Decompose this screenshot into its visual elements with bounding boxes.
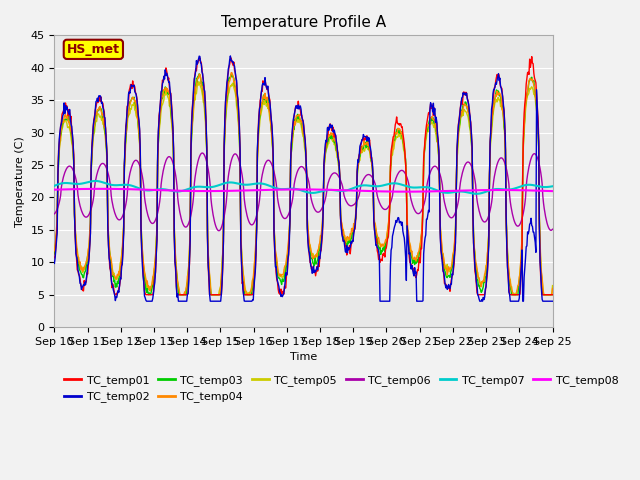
TC_temp01 xyxy=(548,292,556,298)
TC_temp08 xyxy=(364,188,372,194)
TC_temp07 xyxy=(472,191,480,197)
TC_temp08 xyxy=(548,188,556,194)
TC_temp07 xyxy=(51,183,58,189)
TC_temp01 xyxy=(60,108,67,114)
TC_temp06 xyxy=(60,174,67,180)
X-axis label: Time: Time xyxy=(290,352,317,362)
TC_temp08 xyxy=(379,189,387,194)
TC_temp04 xyxy=(365,141,372,147)
Line: TC_temp02: TC_temp02 xyxy=(54,56,552,301)
TC_temp02 xyxy=(365,135,372,141)
TC_temp02 xyxy=(111,292,118,298)
TC_temp01 xyxy=(188,105,196,110)
TC_temp07 xyxy=(92,178,99,184)
TC_temp06 xyxy=(161,160,169,166)
TC_temp02 xyxy=(188,108,196,114)
Text: HS_met: HS_met xyxy=(67,43,120,56)
TC_temp03 xyxy=(162,85,170,91)
Line: TC_temp03: TC_temp03 xyxy=(54,74,552,295)
TC_temp03 xyxy=(365,145,372,151)
TC_temp06 xyxy=(548,227,556,232)
TC_temp03 xyxy=(548,292,556,298)
TC_temp03 xyxy=(60,118,67,123)
Line: TC_temp05: TC_temp05 xyxy=(54,82,552,295)
TC_temp04 xyxy=(228,70,236,75)
TC_temp01 xyxy=(111,292,119,298)
Legend: TC_temp01, TC_temp02, TC_temp03, TC_temp04, TC_temp05, TC_temp06, TC_temp07, TC_: TC_temp01, TC_temp02, TC_temp03, TC_temp… xyxy=(60,371,623,407)
TC_temp07 xyxy=(188,185,196,191)
Title: Temperature Profile A: Temperature Profile A xyxy=(221,15,386,30)
TC_temp03 xyxy=(145,292,152,298)
TC_temp07 xyxy=(111,182,119,188)
TC_temp04 xyxy=(177,292,184,298)
TC_temp06 xyxy=(365,172,372,178)
TC_temp05 xyxy=(188,125,196,131)
TC_temp01 xyxy=(111,292,118,298)
TC_temp01 xyxy=(364,137,372,143)
TC_temp02 xyxy=(162,72,170,78)
TC_temp01 xyxy=(379,251,387,257)
TC_temp05 xyxy=(111,275,118,280)
TC_temp04 xyxy=(60,120,67,125)
TC_temp02 xyxy=(227,53,234,59)
Line: TC_temp07: TC_temp07 xyxy=(54,181,552,194)
TC_temp01 xyxy=(51,255,58,261)
Line: TC_temp04: TC_temp04 xyxy=(54,72,552,295)
TC_temp07 xyxy=(364,183,372,189)
TC_temp08 xyxy=(60,187,67,192)
TC_temp06 xyxy=(51,211,58,216)
TC_temp05 xyxy=(548,283,556,288)
TC_temp06 xyxy=(111,210,118,216)
TC_temp04 xyxy=(51,248,58,253)
TC_temp01 xyxy=(528,54,536,60)
TC_temp03 xyxy=(380,247,387,253)
TC_temp04 xyxy=(380,244,387,250)
TC_temp01 xyxy=(162,65,170,71)
Line: TC_temp06: TC_temp06 xyxy=(54,153,552,231)
TC_temp08 xyxy=(403,189,410,194)
TC_temp05 xyxy=(365,145,372,151)
TC_temp02 xyxy=(60,111,67,117)
TC_temp07 xyxy=(379,182,387,188)
TC_temp05 xyxy=(194,79,202,84)
TC_temp05 xyxy=(176,292,184,298)
TC_temp05 xyxy=(51,249,58,254)
Line: TC_temp01: TC_temp01 xyxy=(54,57,552,295)
TC_temp08 xyxy=(162,188,170,193)
TC_temp05 xyxy=(60,120,67,126)
TC_temp03 xyxy=(51,251,58,257)
TC_temp04 xyxy=(111,273,118,279)
TC_temp02 xyxy=(548,299,556,304)
TC_temp02 xyxy=(51,261,58,266)
TC_temp08 xyxy=(51,187,58,192)
TC_temp04 xyxy=(161,85,169,91)
TC_temp04 xyxy=(548,286,556,291)
TC_temp06 xyxy=(380,206,387,212)
TC_temp06 xyxy=(198,150,206,156)
TC_temp08 xyxy=(188,188,196,194)
TC_temp08 xyxy=(111,186,119,192)
TC_temp02 xyxy=(380,299,387,304)
TC_temp04 xyxy=(188,120,196,126)
TC_temp03 xyxy=(188,120,196,126)
TC_temp06 xyxy=(215,228,223,234)
TC_temp06 xyxy=(188,209,195,215)
TC_temp03 xyxy=(195,71,203,77)
TC_temp07 xyxy=(60,180,67,186)
TC_temp08 xyxy=(98,186,106,192)
TC_temp07 xyxy=(548,183,556,189)
TC_temp07 xyxy=(162,187,170,192)
Line: TC_temp08: TC_temp08 xyxy=(54,189,552,192)
TC_temp02 xyxy=(143,299,150,304)
Y-axis label: Temperature (C): Temperature (C) xyxy=(15,136,25,227)
TC_temp03 xyxy=(111,277,118,283)
TC_temp05 xyxy=(380,242,387,248)
TC_temp05 xyxy=(161,92,169,98)
